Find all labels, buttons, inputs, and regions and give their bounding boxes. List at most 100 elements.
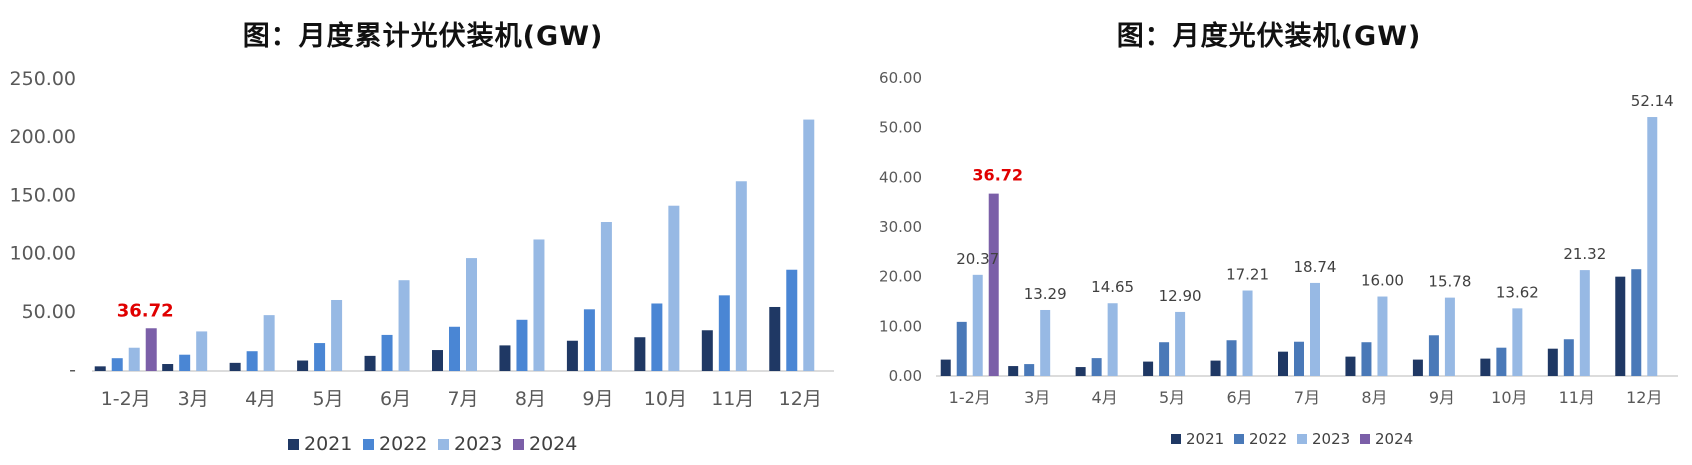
bar-2024: [145, 328, 157, 371]
legend-label-2021: 2021: [304, 433, 352, 455]
monthly-pv-chart-svg: 0.00 10.00 20.00 30.00 40.00 50.00 60.00 1-2月 3月…: [879, 69, 1678, 448]
x-tick-label: 1-2月: [101, 388, 151, 410]
x-tick-label: 4月: [245, 388, 276, 410]
bar-2023: [331, 299, 343, 371]
data-label: 16.00: [1361, 272, 1404, 290]
cumulative-pv-chart-svg: - 50.00 100.00 150.00 200.00 250.00 1-2月 3月 4月 5月…: [10, 68, 834, 455]
bar-2022: [1496, 347, 1507, 376]
bar-2023: [398, 280, 410, 371]
bar-2021: [1412, 359, 1423, 376]
bar-2021: [1547, 348, 1558, 376]
bar-2023: [735, 181, 747, 371]
legend-swatch-2024: [513, 439, 524, 450]
data-label: 17.21: [1226, 266, 1269, 284]
bar-2023: [803, 119, 815, 372]
bar-2021: [1345, 356, 1356, 376]
x-tick-label: 7月: [1294, 388, 1320, 407]
legend-swatch-2023: [1297, 434, 1307, 444]
bar-2022: [1361, 342, 1372, 376]
bar-2021: [769, 306, 781, 371]
y-tick-label: 20.00: [879, 268, 922, 286]
bar-2023: [533, 239, 545, 371]
bar-2021: [94, 366, 106, 371]
bar-2021: [1143, 361, 1154, 376]
bar-2023: [196, 331, 208, 371]
bar-2021: [1210, 360, 1221, 376]
bar-2023: [1579, 270, 1590, 376]
bar-2022: [1024, 364, 1035, 376]
bar-2022: [583, 309, 595, 371]
bar-2022: [314, 343, 326, 371]
bar-2022: [1091, 358, 1102, 376]
bar-2022: [1428, 335, 1439, 376]
bar-2023: [1310, 282, 1320, 376]
bar-2021: [1008, 366, 1019, 376]
bar-2022: [1631, 269, 1642, 376]
x-tick-label: 10月: [644, 388, 687, 410]
legend-label-2023: 2023: [1312, 430, 1350, 448]
data-label: 20.37: [956, 250, 999, 268]
bar-2023: [1107, 303, 1118, 376]
x-tick-label: 7月: [447, 388, 478, 410]
data-label: 18.74: [1294, 258, 1337, 276]
legend-label-2022: 2022: [379, 433, 427, 455]
bar-2022: [246, 351, 258, 371]
bar-2022: [449, 326, 460, 371]
x-tick-label: 12月: [779, 388, 822, 410]
y-tick-label: 30.00: [879, 218, 922, 236]
y-tick-label: 10.00: [879, 317, 922, 335]
data-label: 12.90: [1159, 287, 1202, 305]
bar-2021: [162, 364, 174, 371]
bar-2022: [179, 354, 191, 371]
bar-2022: [651, 303, 663, 371]
bar-2022: [381, 334, 393, 371]
bar-2022: [1294, 341, 1304, 376]
data-label: 21.32: [1563, 245, 1606, 263]
legend-label-2024: 2024: [529, 433, 577, 455]
highlight-label: 36.72: [972, 166, 1023, 185]
data-label: 13.29: [1024, 285, 1067, 303]
bar-2022: [786, 269, 798, 371]
chart-title: 图：月度累计光伏装机(GW): [242, 21, 604, 52]
bar-2024: [988, 193, 999, 376]
legend-swatch-2022: [1234, 434, 1244, 444]
bar-2023: [1242, 290, 1253, 376]
data-label: 15.78: [1428, 273, 1471, 291]
legend-label-2023: 2023: [454, 433, 502, 455]
y-tick-label: 60.00: [879, 69, 922, 87]
bar-2023: [668, 205, 680, 371]
x-tick-label: 3月: [178, 388, 209, 410]
y-tick-label: 250.00: [10, 68, 76, 90]
bar-2023: [1647, 117, 1658, 377]
bar-2021: [940, 359, 951, 376]
legend-label-2022: 2022: [1249, 430, 1287, 448]
bar-2021: [499, 345, 511, 371]
bar-2023: [128, 347, 140, 371]
chart-title: 图：月度光伏装机(GW): [1116, 21, 1422, 52]
bar-2023: [1377, 296, 1388, 376]
y-tick-label: 100.00: [10, 243, 76, 265]
bar-2022: [1226, 340, 1237, 376]
y-tick-label: 40.00: [879, 168, 922, 186]
monthly-pv-chart: 图：月度光伏装机(GW) 0.00 10.00 20.00 30.00 40.00 50.…: [846, 0, 1692, 465]
y-tick-label: -: [69, 359, 76, 381]
bar-2021: [1075, 367, 1086, 376]
legend-swatch-2024: [1360, 434, 1370, 444]
bar-2023: [600, 222, 612, 371]
x-tick-label: 11月: [1559, 388, 1595, 407]
x-tick-label: 3月: [1024, 388, 1050, 407]
x-tick-label: 4月: [1092, 388, 1118, 407]
legend-swatch-2021: [288, 439, 299, 450]
x-tick-label: 9月: [1429, 388, 1455, 407]
highlight-label: 36.72: [117, 300, 174, 321]
x-tick-label: 12月: [1626, 388, 1662, 407]
x-tick-label: 5月: [313, 388, 344, 410]
x-tick-label: 8月: [1361, 388, 1387, 407]
bar-2023: [466, 258, 477, 371]
bar-2023: [1175, 311, 1186, 376]
bar-2022: [956, 321, 967, 376]
bar-2021: [701, 330, 713, 371]
bar-2021: [364, 355, 376, 371]
bar-2021: [229, 362, 241, 371]
legend-label-2021: 2021: [1186, 430, 1224, 448]
